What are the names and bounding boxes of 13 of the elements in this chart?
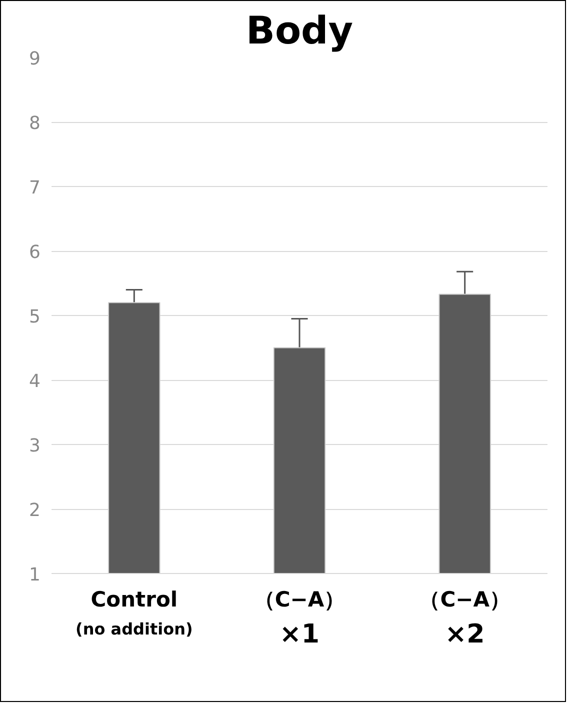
- y-tick-label: 1: [29, 564, 40, 586]
- y-tick-label: 4: [29, 371, 40, 392]
- y-tick-label: 3: [29, 436, 40, 456]
- y-tick-label: 8: [29, 113, 40, 134]
- x-tick-label: Control (no addition): [76, 588, 193, 638]
- y-tick-label: 9: [29, 48, 40, 70]
- y-tick-label: 7: [29, 178, 40, 198]
- y-tick-label: 2: [29, 500, 40, 521]
- x-tick-label: （C−A） ×1: [254, 588, 346, 650]
- y-tick-label: 6: [29, 242, 40, 263]
- x-tick-label: （C−A） ×2: [419, 588, 510, 650]
- y-tick-label: 5: [29, 306, 40, 328]
- chart-title: Body: [246, 8, 354, 52]
